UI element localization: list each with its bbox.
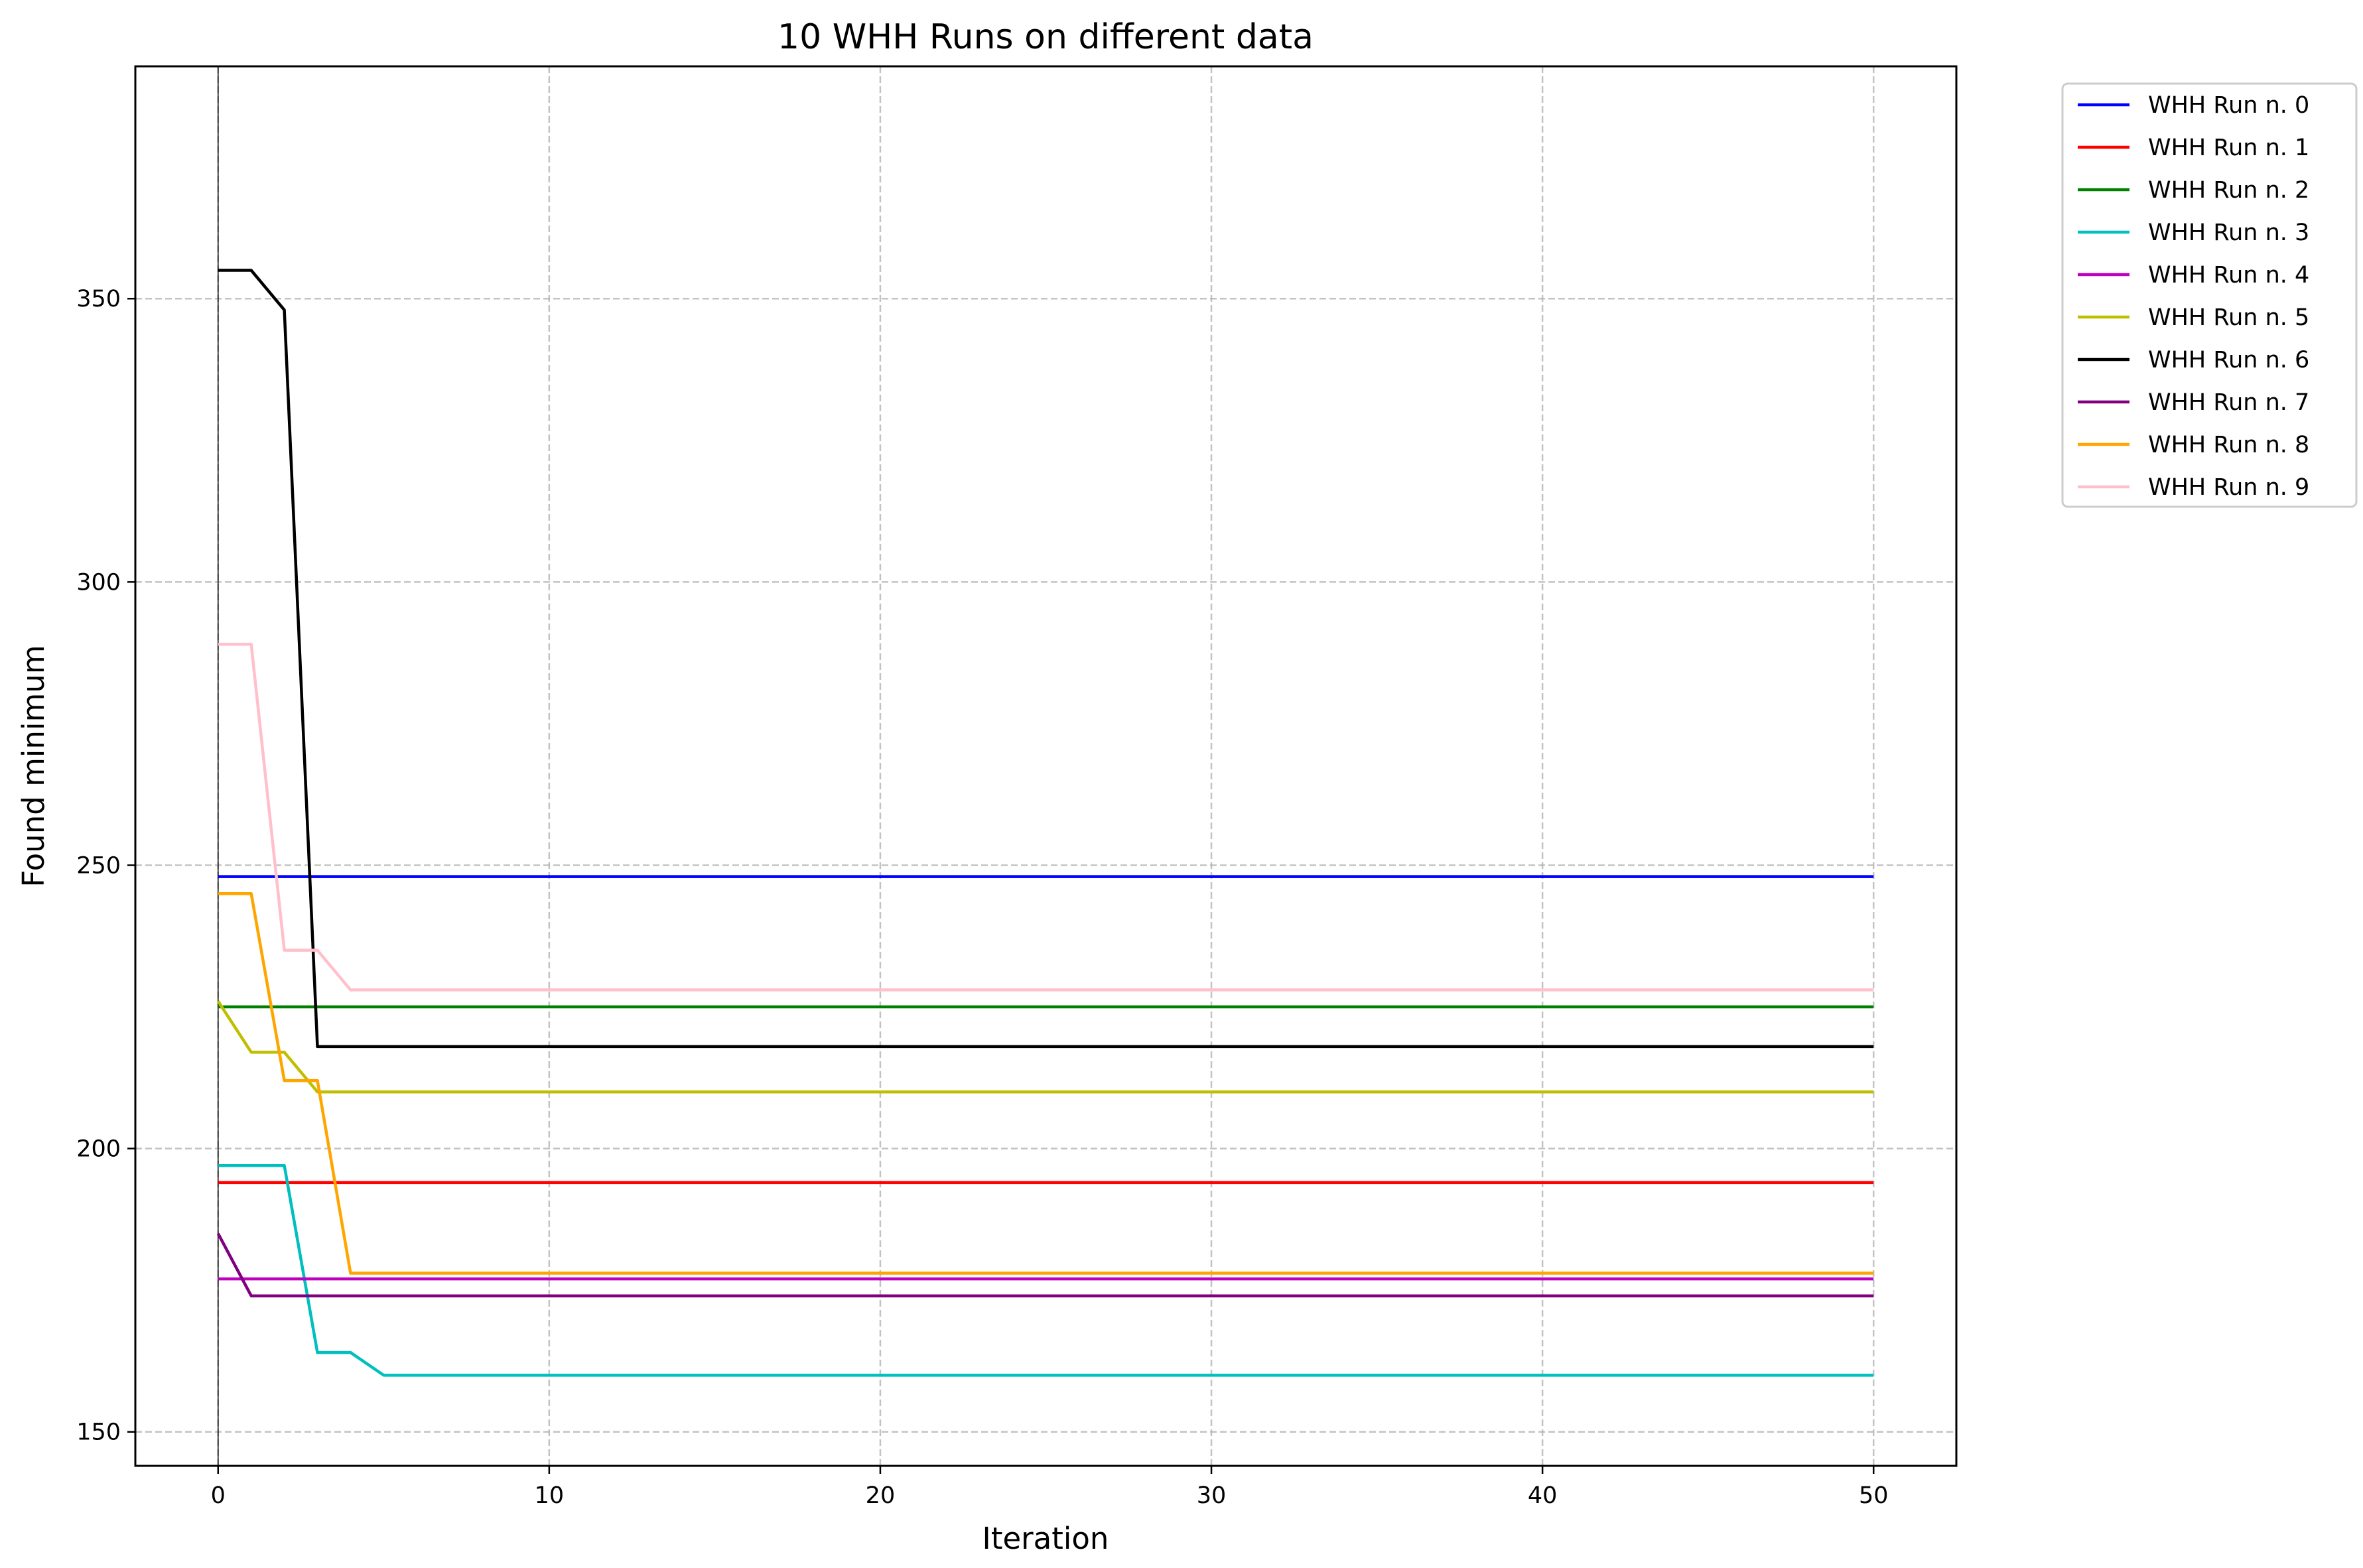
legend-label-8: WHH Run n. 8 bbox=[2148, 432, 2309, 458]
x-tick-label: 20 bbox=[866, 1482, 896, 1509]
legend-label-1: WHH Run n. 1 bbox=[2148, 135, 2309, 161]
x-axis-ticks: 0 10 20 30 40 50 bbox=[211, 1466, 1889, 1509]
y-tick-label: 200 bbox=[76, 1136, 121, 1163]
legend-label-3: WHH Run n. 3 bbox=[2148, 220, 2309, 246]
series-line-5 bbox=[216, 1000, 1874, 1094]
x-tick-label: 50 bbox=[1859, 1482, 1889, 1509]
legend-label-7: WHH Run n. 7 bbox=[2148, 389, 2309, 416]
x-tick-label: 10 bbox=[535, 1482, 565, 1509]
grid bbox=[135, 66, 1956, 1466]
legend-label-0: WHH Run n. 0 bbox=[2148, 92, 2309, 119]
legend-label-6: WHH Run n. 6 bbox=[2148, 347, 2309, 373]
chart-title: 10 WHH Runs on different data bbox=[777, 17, 1314, 57]
series-line-3 bbox=[218, 1164, 1874, 1377]
y-tick-label: 150 bbox=[76, 1419, 121, 1446]
legend-label-2: WHH Run n. 2 bbox=[2148, 177, 2309, 204]
x-tick-label: 30 bbox=[1197, 1482, 1227, 1509]
plot-area-frame bbox=[134, 65, 1958, 1467]
legend: WHH Run n. 0 WHH Run n. 1 WHH Run n. 2 WHH … bbox=[2061, 82, 2358, 508]
y-axis-ticks: 150 200 250 300 350 bbox=[76, 286, 135, 1446]
y-axis-label: Found minimum bbox=[16, 645, 51, 887]
series-line-7 bbox=[216, 1232, 1874, 1297]
legend-label-5: WHH Run n. 5 bbox=[2148, 304, 2309, 331]
y-tick-label: 350 bbox=[76, 286, 121, 312]
legend-frame bbox=[2061, 82, 2358, 508]
x-tick-label: 40 bbox=[1528, 1482, 1558, 1509]
legend-entries: WHH Run n. 0 WHH Run n. 1 WHH Run n. 2 WHH … bbox=[2078, 92, 2309, 501]
legend-label-4: WHH Run n. 4 bbox=[2148, 262, 2309, 289]
legend-label-9: WHH Run n. 9 bbox=[2148, 474, 2309, 501]
series-line-9 bbox=[218, 643, 1874, 992]
series-line-6 bbox=[218, 269, 1874, 1049]
x-axis-label: Iteration bbox=[982, 1521, 1109, 1556]
x-tick-label: 0 bbox=[211, 1482, 226, 1509]
series-line-8 bbox=[218, 891, 1874, 1275]
y-tick-label: 300 bbox=[76, 569, 121, 596]
series-lines bbox=[216, 269, 1874, 1377]
y-tick-label: 250 bbox=[76, 852, 121, 879]
